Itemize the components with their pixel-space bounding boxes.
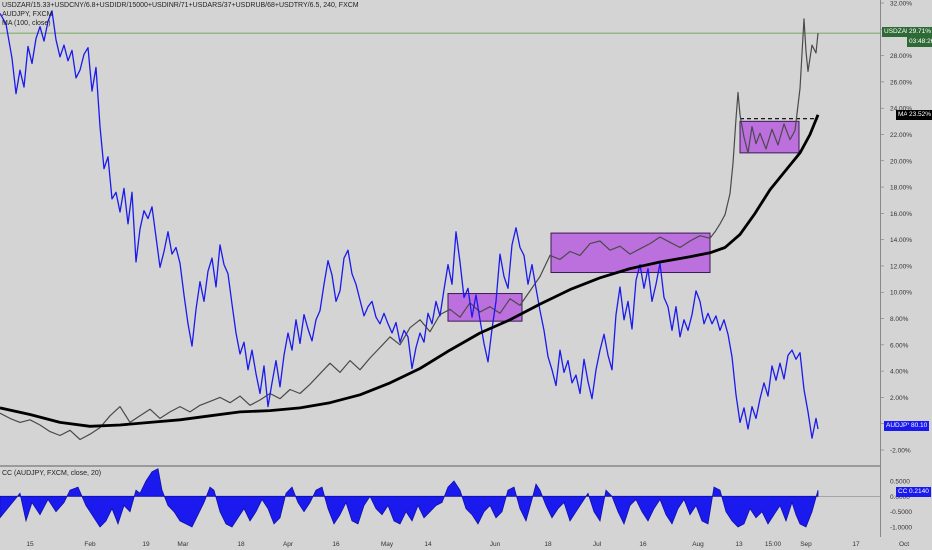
- overlay-legend[interactable]: AUDJPY, FXCM: [2, 11, 53, 18]
- x-tick-label: 18: [544, 541, 552, 548]
- x-tick-label: 13: [735, 541, 743, 548]
- y-tick-label: 4.00%: [890, 369, 909, 376]
- x-tick-label: 15: [26, 541, 34, 548]
- usdzar-series-line[interactable]: [0, 18, 819, 441]
- oscillator-legend[interactable]: CC (AUDJPY, FXCM, close, 20): [2, 470, 102, 477]
- time-axis[interactable]: 15 Feb 19 Mar 18 Apr 16 May 14 Jun 18 Jul 16 Aug 13 15:…: [0, 537, 932, 550]
- audjpy-tag-value: 80.10: [909, 421, 930, 431]
- x-tick-label: 16: [639, 541, 647, 548]
- x-tick-label: Sep: [800, 541, 812, 548]
- x-tick-label: Aug: [692, 541, 704, 548]
- y-tick-label: 24.00%: [890, 106, 912, 113]
- x-tick-label: 16: [332, 541, 340, 548]
- main-chart-pane[interactable]: [0, 0, 880, 465]
- x-tick-label: May: [381, 541, 394, 548]
- audjpy-series-line[interactable]: [0, 10, 819, 439]
- x-tick-label: Feb: [84, 541, 96, 548]
- audjpy-tag-label: AUDJPY: [884, 421, 914, 431]
- y-tick-label: 26.00%: [890, 79, 912, 86]
- osc-tick-label: -1.0000: [890, 525, 912, 532]
- usdzar-tag-label: USDZAR: [882, 27, 913, 37]
- osc-tick-label: 0.0000: [890, 494, 910, 501]
- y-tick-label: 16.00%: [890, 211, 912, 218]
- cc-tag-value: 0.2140: [907, 487, 931, 497]
- usdzar-tag-value: 29.71%: [907, 27, 932, 37]
- y-tick-label: 12.00%: [890, 263, 912, 270]
- osc-tick-label: 0.5000: [890, 479, 910, 486]
- x-tick-label: Apr: [283, 541, 294, 548]
- pane-divider[interactable]: [0, 465, 880, 467]
- ma-tag-label: MA: [896, 110, 910, 120]
- y-tick-label: 10.00%: [890, 290, 912, 297]
- x-tick-label: 17: [852, 541, 860, 548]
- x-tick-label: Oct: [899, 541, 909, 548]
- ma-legend[interactable]: MA (100, close): [2, 20, 51, 27]
- price-axis[interactable]: 32.00%30.00%28.00%26.00%24.00%22.00%20.0…: [880, 0, 932, 537]
- osc-tick-label: -0.5000: [890, 509, 912, 516]
- y-tick-label: 18.00%: [890, 185, 912, 192]
- y-tick-label: 8.00%: [890, 316, 909, 323]
- usdzar-countdown: 03:48:26: [907, 37, 932, 47]
- x-tick-label: Jun: [490, 541, 501, 548]
- ma-tag-value: 23.52%: [907, 110, 932, 120]
- x-tick-label: Jul: [593, 541, 602, 548]
- symbol-legend[interactable]: USDZAR/15.33+USDCNY/6.8+USDIDR/15000+USD…: [2, 2, 359, 9]
- y-tick-label: 32.00%: [890, 1, 912, 8]
- x-tick-label: 19: [142, 541, 150, 548]
- cc-tag-label: CC: [896, 487, 910, 497]
- y-tick-label: 6.00%: [890, 342, 909, 349]
- y-tick-label: 20.00%: [890, 158, 912, 165]
- x-tick-label: 15:00: [765, 541, 782, 548]
- y-tick-label: 2.00%: [890, 395, 909, 402]
- x-tick-label: Mar: [177, 541, 189, 548]
- cc-oscillator-area[interactable]: [0, 468, 819, 528]
- y-tick-label: -2.00%: [890, 448, 911, 455]
- y-tick-label: 22.00%: [890, 132, 912, 139]
- ma-series-line[interactable]: [0, 114, 820, 428]
- y-tick-label: 28.00%: [890, 53, 912, 60]
- x-tick-label: 18: [237, 541, 245, 548]
- consolidation-box[interactable]: [550, 232, 711, 274]
- oscillator-pane[interactable]: [0, 467, 880, 537]
- y-tick-label: 14.00%: [890, 237, 912, 244]
- x-tick-label: 14: [424, 541, 432, 548]
